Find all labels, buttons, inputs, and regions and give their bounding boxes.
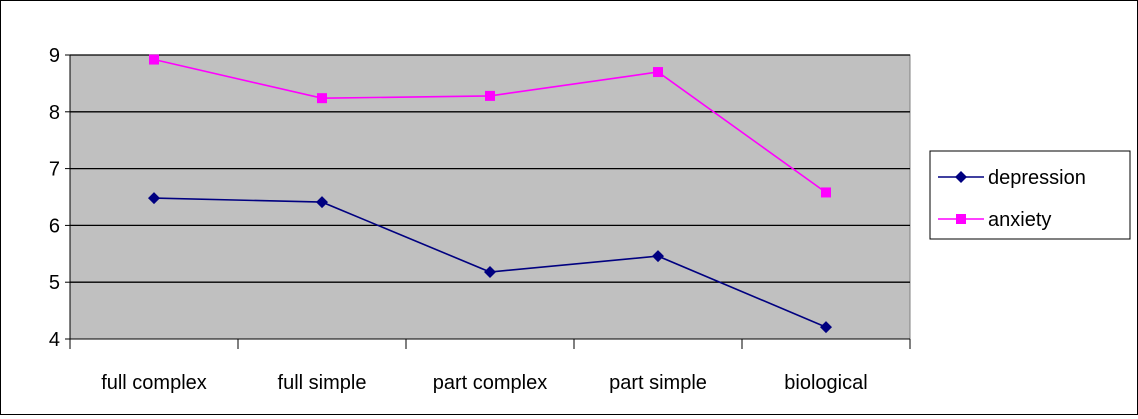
series-group xyxy=(148,54,832,334)
y-tick-label: 5 xyxy=(49,272,60,294)
x-tick-label: part simple xyxy=(609,372,707,394)
x-tick-label: part complex xyxy=(433,372,548,394)
axes xyxy=(69,55,910,340)
y-tick-label: 6 xyxy=(49,215,60,237)
data-point-depression xyxy=(316,196,328,209)
legend: depression anxiety xyxy=(929,150,1131,240)
legend-item-anxiety: anxiety xyxy=(938,209,1051,231)
y-tick-label: 4 xyxy=(49,329,60,351)
legend-marker xyxy=(956,214,966,224)
legend-label: depression xyxy=(988,167,1086,189)
legend-item-depression: depression xyxy=(938,167,1086,189)
legend-marker xyxy=(955,171,967,183)
data-point-depression xyxy=(820,321,832,334)
data-point-anxiety xyxy=(317,93,327,104)
y-axis-ticks: 4 5 6 7 8 9 xyxy=(49,45,70,351)
series-anxiety xyxy=(149,54,831,198)
data-point-anxiety xyxy=(821,187,831,198)
gridlines xyxy=(70,54,910,283)
legend-box xyxy=(929,150,1131,240)
y-tick-label: 8 xyxy=(49,102,60,124)
plot-area xyxy=(69,54,911,340)
x-tick-label: full complex xyxy=(101,372,207,394)
legend-label: anxiety xyxy=(988,209,1051,231)
x-axis-ticks: full complex full simple part complex part … xyxy=(69,339,911,394)
data-point-anxiety xyxy=(149,54,159,65)
data-point-anxiety xyxy=(485,90,495,101)
y-tick-label: 9 xyxy=(49,45,60,67)
data-point-anxiety xyxy=(653,67,663,78)
data-point-depression xyxy=(652,250,664,263)
x-tick-label: full simple xyxy=(278,372,367,394)
x-tick-label: biological xyxy=(784,372,867,394)
data-point-depression xyxy=(148,192,160,205)
y-tick-label: 7 xyxy=(49,159,60,181)
series-depression xyxy=(148,192,832,334)
data-point-depression xyxy=(484,265,496,278)
